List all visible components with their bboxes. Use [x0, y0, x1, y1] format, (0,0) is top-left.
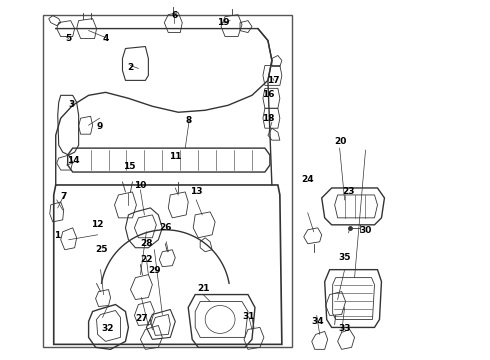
Text: 1: 1 [54, 231, 60, 240]
Text: 12: 12 [91, 220, 104, 229]
Text: 16: 16 [262, 90, 275, 99]
Text: 25: 25 [95, 246, 107, 255]
Text: 5: 5 [65, 34, 72, 43]
Text: 24: 24 [301, 175, 314, 184]
Text: 18: 18 [262, 114, 275, 123]
Text: 11: 11 [170, 152, 182, 161]
Text: 4: 4 [103, 34, 109, 43]
Text: 3: 3 [69, 100, 75, 109]
Text: 26: 26 [160, 223, 172, 232]
Text: 19: 19 [217, 18, 229, 27]
Text: 21: 21 [197, 284, 210, 293]
Text: 10: 10 [134, 181, 146, 190]
Text: 9: 9 [97, 122, 103, 131]
Text: 7: 7 [60, 192, 67, 201]
Text: 28: 28 [140, 239, 153, 248]
Text: 20: 20 [334, 137, 346, 146]
Text: 32: 32 [101, 324, 114, 333]
Text: 17: 17 [267, 76, 280, 85]
Text: 23: 23 [342, 187, 355, 196]
Text: 2: 2 [127, 63, 133, 72]
Text: 33: 33 [339, 324, 351, 333]
Text: 35: 35 [339, 253, 351, 262]
Text: 13: 13 [190, 187, 202, 196]
Text: 14: 14 [67, 156, 79, 165]
Text: 27: 27 [135, 314, 148, 323]
Text: 34: 34 [311, 317, 323, 326]
Text: 30: 30 [360, 226, 372, 235]
Text: 31: 31 [243, 312, 255, 321]
Text: 22: 22 [140, 255, 153, 264]
Text: 6: 6 [171, 11, 177, 20]
Text: 29: 29 [148, 266, 161, 275]
Text: 15: 15 [122, 162, 135, 171]
Text: 8: 8 [186, 116, 192, 125]
